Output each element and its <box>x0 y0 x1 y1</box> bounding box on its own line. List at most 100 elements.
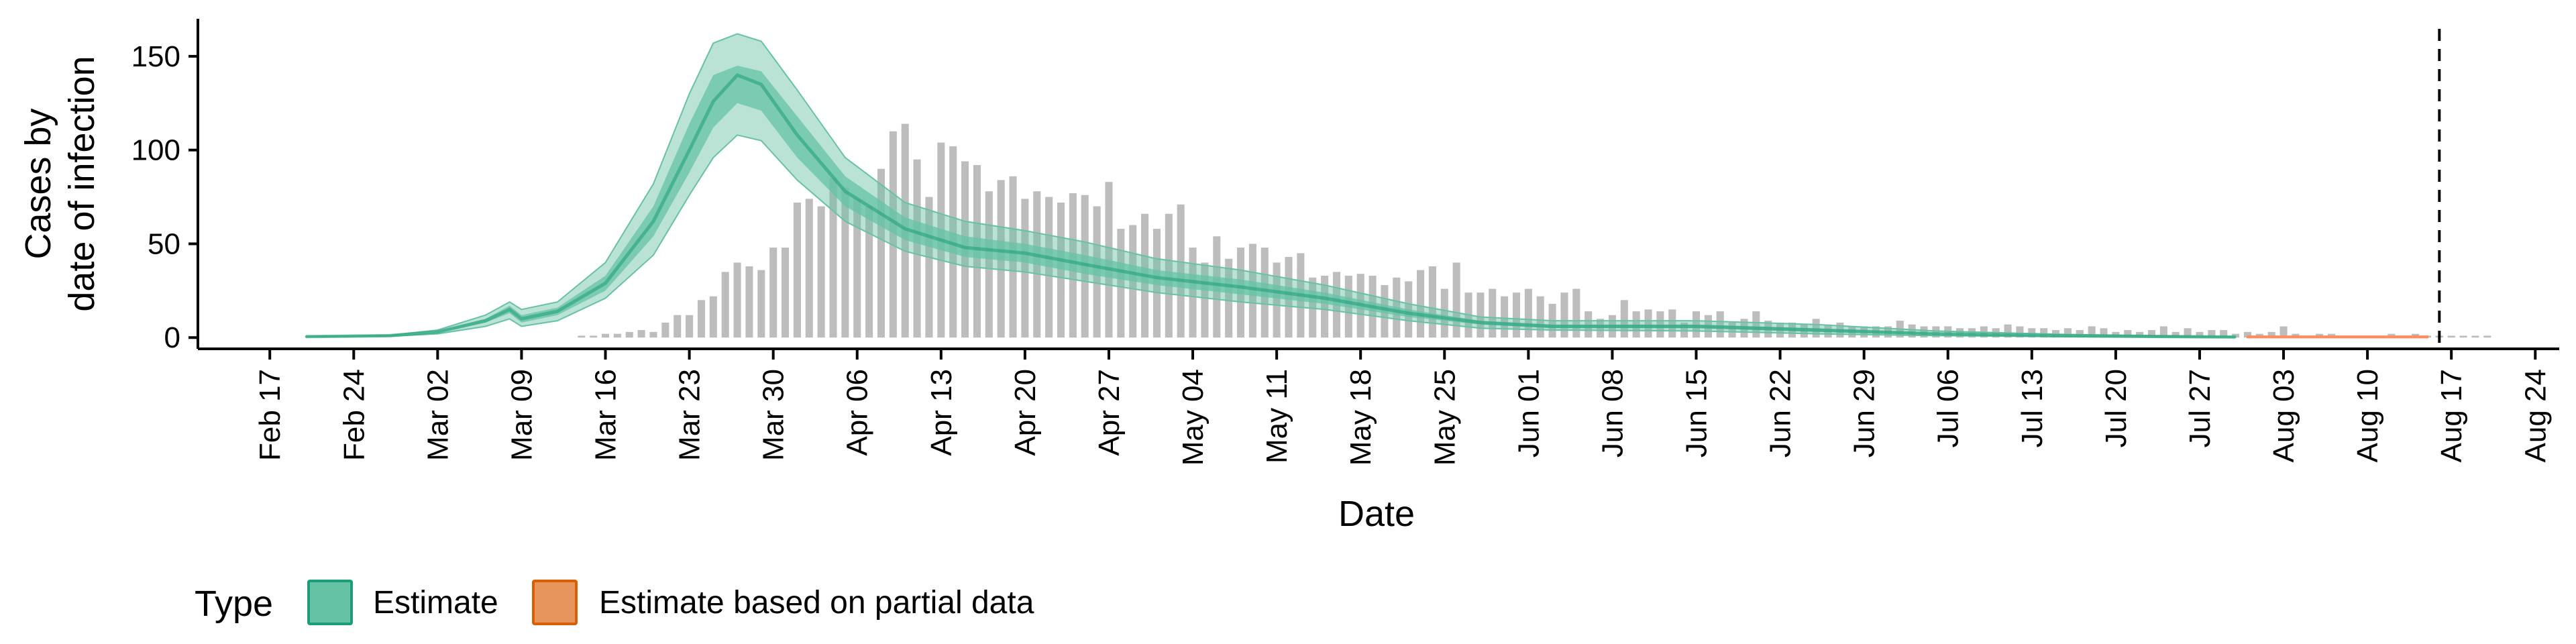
case-bar <box>2088 326 2096 338</box>
case-bar <box>661 322 669 338</box>
case-bar <box>1692 311 1701 338</box>
estimate-median-line <box>305 72 2236 339</box>
case-bar <box>1177 204 1185 338</box>
case-bar <box>1105 182 1113 338</box>
case-bar <box>1501 296 1509 338</box>
case-bar <box>733 262 741 338</box>
x-tick-label: Jul 20 <box>2100 369 2133 447</box>
case-bar <box>1512 292 1521 338</box>
x-tick-label: Jun 29 <box>1848 369 1881 458</box>
x-tick-label: Feb 17 <box>254 369 286 461</box>
case-bar <box>1728 322 1736 338</box>
x-tick-label: Jul 13 <box>2016 369 2049 447</box>
case-bar <box>721 272 729 338</box>
case-bar <box>613 333 621 338</box>
x-tick-label: Apr 27 <box>1093 369 1126 456</box>
x-tick-label: Jul 06 <box>1932 369 1965 447</box>
case-bar <box>781 248 790 338</box>
case-bar <box>2076 330 2084 338</box>
case-bar <box>1668 309 1676 338</box>
case-bar <box>1045 197 1053 338</box>
case-bar <box>674 315 682 338</box>
y-axis-title-line-1: Cases by <box>18 108 58 259</box>
case-bar <box>889 131 897 338</box>
x-tick-label: Aug 10 <box>2351 369 2384 462</box>
case-bar <box>1536 296 1544 338</box>
x-tick-label: May 25 <box>1428 369 1461 466</box>
case-bar <box>2279 326 2288 338</box>
x-tick-label: Aug 17 <box>2435 369 2468 462</box>
case-bar <box>1716 311 1724 338</box>
case-bar <box>769 248 777 338</box>
case-bar <box>2459 335 2467 338</box>
y-tick-label: 100 <box>131 134 180 167</box>
case-bar <box>2483 335 2491 338</box>
case-bar <box>1452 262 1460 338</box>
case-bar <box>1416 270 1425 338</box>
x-axis-title: Date <box>1338 494 1415 534</box>
x-tick-label: Apr 13 <box>925 369 958 456</box>
case-bar <box>1752 311 1760 338</box>
case-bar <box>877 168 885 338</box>
case-bar <box>2243 331 2251 338</box>
case-bar <box>2004 324 2012 338</box>
x-tick-label: Aug 03 <box>2267 369 2300 462</box>
case-bar <box>1309 277 1317 338</box>
case-bar <box>578 335 586 338</box>
case-bar <box>1680 322 1688 338</box>
case-bar <box>985 191 993 338</box>
case-bar <box>1585 311 1593 338</box>
y-axis-ticks: 0 50 100 150 <box>131 40 198 354</box>
case-bar <box>686 315 694 338</box>
case-bar <box>2028 328 2036 338</box>
y-tick-label: 0 <box>164 321 180 354</box>
case-bar <box>1477 292 1485 338</box>
x-tick-label: Jun 08 <box>1596 369 1629 458</box>
case-bar <box>2016 326 2024 338</box>
case-bar <box>805 199 813 338</box>
case-bar <box>1428 266 1436 338</box>
legend-swatch-estimate <box>307 580 353 625</box>
case-bar <box>1273 262 1281 338</box>
x-tick-label: May 18 <box>1344 369 1377 466</box>
case-bar <box>625 331 633 338</box>
case-bar <box>925 197 933 338</box>
case-bar <box>2040 328 2048 338</box>
case-bar <box>1560 292 1568 338</box>
x-tick-label: Mar 16 <box>590 369 623 461</box>
case-bar <box>841 187 849 338</box>
case-bar <box>2184 328 2192 338</box>
case-bar <box>1057 202 1065 338</box>
case-bar <box>817 206 825 338</box>
legend-label-estimate: Estimate <box>373 585 498 621</box>
plot-area <box>305 29 2491 349</box>
legend-label-partial: Estimate based on partial data <box>599 585 1034 621</box>
case-bar <box>1117 229 1125 338</box>
case-bar <box>2196 331 2204 338</box>
case-bar <box>1572 288 1580 338</box>
case-bar <box>829 178 837 338</box>
case-bar <box>1932 326 1940 338</box>
x-tick-label: Mar 30 <box>757 369 790 461</box>
case-bar <box>601 333 610 338</box>
x-tick-label: Mar 09 <box>505 369 538 461</box>
case-bar <box>913 159 921 338</box>
case-bar <box>637 330 645 338</box>
case-bar <box>1021 199 1029 338</box>
legend: Type Estimate Estimate based on partial … <box>195 580 1034 625</box>
case-bar <box>1656 311 1664 338</box>
case-bar <box>697 300 705 338</box>
x-tick-label: Mar 02 <box>421 369 454 461</box>
case-bar <box>2063 328 2072 338</box>
x-tick-label: Apr 20 <box>1009 369 1042 456</box>
x-tick-label: Jun 22 <box>1764 369 1797 458</box>
case-bar <box>2208 330 2216 338</box>
case-bar <box>1201 262 1209 338</box>
x-axis-ticks: Feb 17 Feb 24 Mar 02 Mar 09 Mar 16 Mar 23 Mar … <box>254 349 2552 466</box>
x-tick-label: Mar 23 <box>674 369 706 461</box>
x-tick-label: Jul 27 <box>2184 369 2216 447</box>
case-bar <box>2267 331 2275 338</box>
y-axis-title-line-2: date of infection <box>62 56 102 311</box>
estimate-median <box>305 72 2236 339</box>
case-bar <box>2147 330 2156 338</box>
